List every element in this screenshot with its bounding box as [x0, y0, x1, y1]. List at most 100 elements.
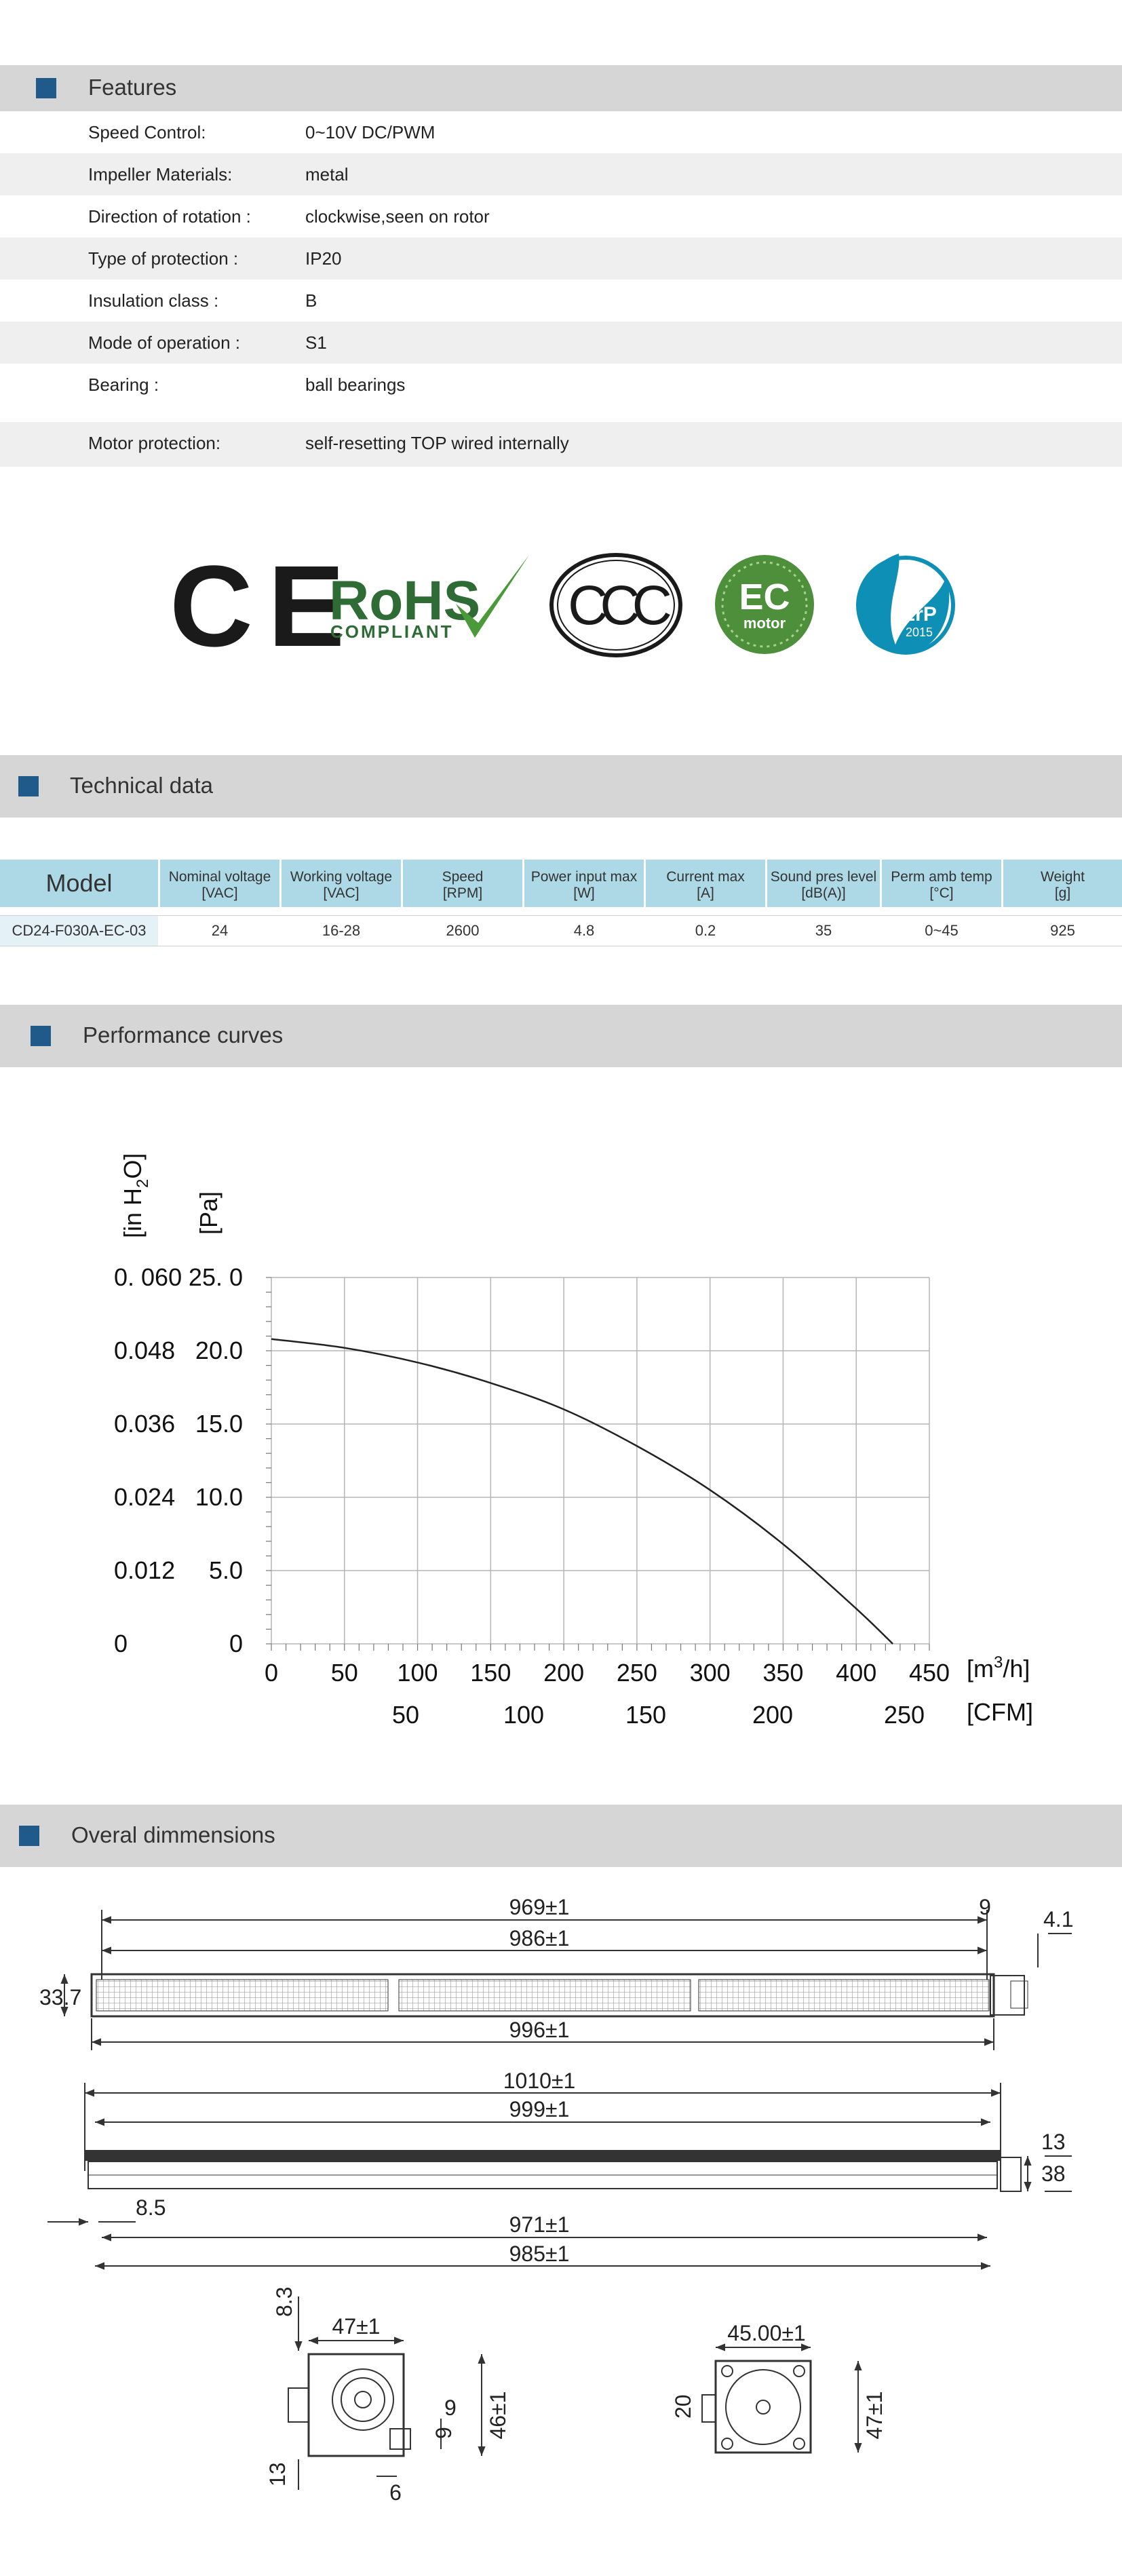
- rohs-logo: RoHS COMPLIANT: [329, 555, 529, 642]
- header-current-max: Current max [A]: [646, 860, 765, 907]
- feature-value: 0~10V DC/PWM: [305, 122, 436, 142]
- features-header: Features: [0, 65, 1122, 111]
- header-unit: [dB(A)]: [801, 885, 846, 901]
- y-left-tick-label: 0: [114, 1630, 128, 1657]
- svg-text:COMPLIANT: COMPLIANT: [330, 621, 454, 642]
- dimensions-title: Overal dimmensions: [71, 1822, 275, 1847]
- header-speed: Speed [RPM]: [403, 860, 522, 907]
- feature-row: Direction of rotation : clockwise,seen o…: [0, 195, 1122, 237]
- section-square-icon: [31, 1026, 51, 1046]
- dimensions-header: Overal dimmensions: [0, 1805, 1122, 1867]
- header-label: Current max: [666, 869, 745, 885]
- svg-text:RoHS: RoHS: [329, 570, 480, 632]
- header-nominal-voltage: Nominal voltage [VAC]: [160, 860, 279, 907]
- dim-47b: 47±1: [862, 2391, 887, 2440]
- header-unit: [VAC]: [323, 885, 360, 901]
- dim-9a: 9: [444, 2396, 457, 2420]
- dim-6: 6: [389, 2480, 402, 2505]
- y-left-tick-label: 0.036: [114, 1410, 175, 1438]
- section-square-icon: [19, 1826, 39, 1846]
- y-right-tick-label: 15.0: [195, 1410, 243, 1438]
- x-tick-label: 150: [470, 1659, 511, 1687]
- header-label: Model: [45, 869, 113, 897]
- ce-logo: CE: [170, 542, 345, 671]
- y-left-tick-label: 0.024: [114, 1483, 175, 1511]
- x-tick-label: 50: [331, 1659, 358, 1687]
- y-left-tick-label: 0.048: [114, 1337, 175, 1364]
- performance-title: Performance curves: [83, 1022, 284, 1047]
- feature-label: Type of protection :: [88, 248, 239, 269]
- ec-motor-logo: EC motor: [715, 555, 814, 654]
- header-unit: [VAC]: [201, 885, 238, 901]
- dim-971: 971±1: [509, 2212, 570, 2237]
- feature-row: Type of protection : IP20: [0, 237, 1122, 280]
- certification-logos: CE RoHS COMPLIANT CCC EC motor ErP 2015: [170, 542, 955, 671]
- header-working-voltage: Working voltage [VAC]: [282, 860, 401, 907]
- dim-996: 996±1: [509, 2018, 570, 2042]
- x2-tick-label: 200: [752, 1701, 793, 1729]
- header-label: Speed: [442, 869, 484, 885]
- x-tick-label: 100: [398, 1659, 438, 1687]
- cell-value: 2600: [446, 922, 480, 939]
- feature-label: Impeller Materials:: [88, 164, 233, 185]
- header-power-input: Power input max [W]: [524, 860, 644, 907]
- dim-9b: 9: [431, 2427, 456, 2439]
- feature-label: Insulation class :: [88, 290, 219, 311]
- x-tick-label: 300: [690, 1659, 731, 1687]
- cell-value: 925: [1050, 922, 1075, 939]
- header-model: Model: [0, 860, 158, 907]
- x-tick-label: 250: [617, 1659, 657, 1687]
- header-label: Weight: [1041, 869, 1085, 885]
- dim-20: 20: [671, 2394, 695, 2419]
- feature-value: self-resetting TOP wired internally: [305, 433, 569, 453]
- dim-9: 9: [979, 1895, 991, 1919]
- header-unit: [°C]: [929, 885, 954, 901]
- y-right-tick-label: 20.0: [195, 1337, 243, 1364]
- header-weight: Weight [g]: [1003, 860, 1122, 907]
- header-unit: [RPM]: [442, 885, 483, 901]
- feature-label: Speed Control:: [88, 122, 206, 142]
- x-tick-label: 450: [909, 1659, 950, 1687]
- svg-text:2015: 2015: [906, 626, 933, 639]
- dim-47: 47±1: [332, 2314, 381, 2339]
- cell-value: 35: [815, 922, 832, 939]
- technical-header: Technical data: [0, 755, 1122, 818]
- dim-13: 13: [1041, 2130, 1066, 2154]
- dim-13b: 13: [265, 2462, 290, 2486]
- x-tick-label: 200: [543, 1659, 584, 1687]
- performance-chart: 0 0.012 0.024 0.036 0.048 0. 060 0 5.0 10.0 15.0 2…: [114, 1153, 1033, 1729]
- performance-header: Performance curves: [0, 1005, 1122, 1067]
- cell-value: 0.2: [695, 922, 716, 939]
- x2-tick-label: 100: [503, 1701, 544, 1729]
- feature-row: Insulation class : B: [0, 280, 1122, 322]
- dim-1010: 1010±1: [503, 2069, 576, 2093]
- dim-8-5: 8.5: [136, 2195, 166, 2220]
- dim-38: 38: [1041, 2161, 1066, 2186]
- header-unit: [A]: [697, 885, 714, 901]
- dim-46: 46±1: [486, 2391, 510, 2440]
- technical-table: Model Nominal voltage [VAC] Working volt…: [0, 860, 1122, 948]
- section-square-icon: [36, 78, 56, 98]
- dim-33-7: 33.7: [39, 1985, 81, 2010]
- header-label: Perm amb temp: [891, 869, 992, 885]
- dim-999: 999±1: [509, 2097, 570, 2121]
- cell-value: 4.8: [573, 922, 595, 939]
- features-title: Features: [88, 75, 177, 100]
- svg-text:EC: EC: [739, 577, 790, 617]
- y-right-tick-label: 5.0: [209, 1556, 243, 1584]
- end-view-right-drawing: [701, 2343, 862, 2454]
- y-right-tick-label: 0: [229, 1630, 243, 1657]
- feature-label: Bearing :: [88, 374, 159, 395]
- header-unit: [g]: [1054, 885, 1071, 901]
- svg-text:ErP: ErP: [902, 603, 937, 626]
- svg-text:motor: motor: [743, 615, 786, 632]
- feature-value: S1: [305, 332, 327, 353]
- cell-value: 0~45: [925, 922, 959, 939]
- table-header-row: Model Nominal voltage [VAC] Working volt…: [0, 860, 1122, 907]
- feature-value: clockwise,seen on rotor: [305, 206, 490, 227]
- feature-value: ball bearings: [305, 374, 406, 395]
- ccc-logo: CCC: [549, 553, 682, 657]
- svg-text:CCC: CCC: [568, 575, 670, 636]
- header-label: Nominal voltage: [168, 869, 271, 885]
- erp-logo: ErP 2015: [856, 554, 955, 655]
